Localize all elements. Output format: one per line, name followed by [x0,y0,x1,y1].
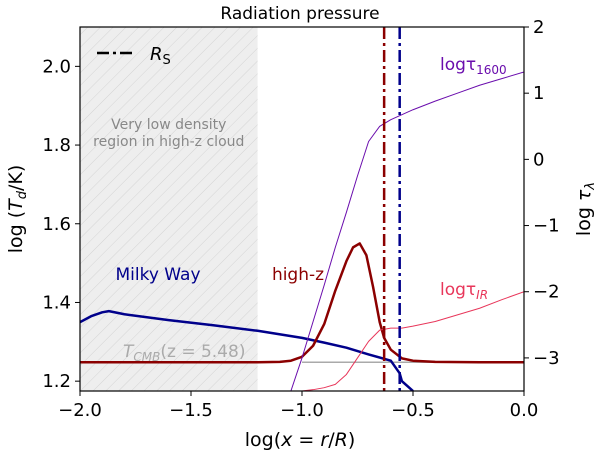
y-axis-label: log (Td/K) [5,165,30,254]
tauir-label: logτIR [440,280,488,302]
x-tick-label: 0.0 [510,400,539,421]
y2-tick-label: 0 [533,149,544,170]
chart-title: Radiation pressure [220,4,379,24]
series-line-high-z [80,242,524,364]
legend-label: RS [150,44,171,68]
y2-axis-label: log τλ [573,182,598,236]
y-tick-label: 1.8 [42,135,71,156]
shaded-region: Very low density region in high-z cloud [80,27,258,391]
y2-tick-label: 1 [533,83,544,104]
tau1600-label: logτ1600 [440,55,507,77]
x-tick-label: −1.5 [169,400,213,421]
high-z-label: high-z [272,265,324,285]
x-tick-label: −2.0 [58,400,102,421]
x-tick-label: −1.0 [280,400,324,421]
x-axis-label: log(x = r/R) [245,429,355,451]
legend: RS [97,44,171,68]
y-tick-label: 1.4 [42,292,71,313]
x-tick-label: −0.5 [391,400,435,421]
data-layer [80,27,524,391]
shaded-region-label-line1: Very low density [111,117,226,133]
y2-tick-label: −3 [533,348,560,369]
tcmb-label: TCMB(z = 5.48) [123,342,245,364]
shaded-region-hatch [80,27,258,391]
y2-tick-label: −1 [533,216,560,237]
y2-tick-label: −2 [533,282,560,303]
series-line-log-1600 [290,71,524,391]
y2-tick-label: 2 [533,17,544,38]
milky-way-label: Milky Way [115,265,200,285]
series-line-log-ir [301,291,524,391]
axes-layer: −2.0 −1.5 −1.0 −0.5 0.0 1.2 1.4 1.6 1.8 2.0 −3 −2 −1… [42,17,559,421]
y-tick-label: 2.0 [42,56,71,77]
y-tick-label: 1.6 [42,214,71,235]
shaded-region-label-line2: region in high-z cloud [93,134,244,150]
y-tick-label: 1.2 [42,371,71,392]
